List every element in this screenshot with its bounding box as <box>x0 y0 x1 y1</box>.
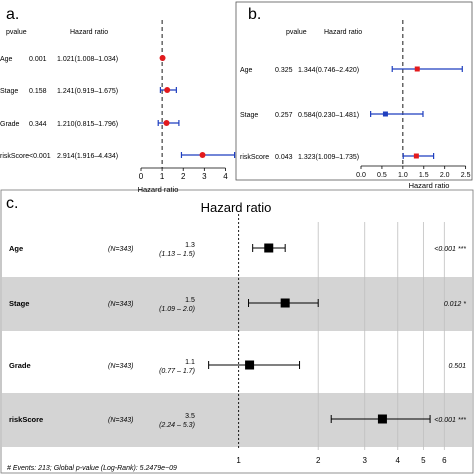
panel-c-p-label: <0.001 *** <box>434 417 466 424</box>
panel-a-point <box>163 120 170 126</box>
panel-a-row-label: Grade <box>0 121 20 128</box>
panel-a-pvalue: 0.344 <box>29 121 47 128</box>
panel-c-hr-value: 1.1 <box>185 359 195 366</box>
panel-c-row-band <box>2 277 472 331</box>
panel-c-point <box>377 414 387 424</box>
panel-b-xlabel: Hazard ratio <box>409 181 450 190</box>
panel-c-p-label: 0.501 <box>448 363 466 370</box>
panel-c-n-label: (N=343) <box>108 246 133 253</box>
panel-b-point <box>414 66 420 72</box>
panel-c-row-label: Stage <box>9 299 29 308</box>
panel-b-x-tick-label: 1.0 <box>398 172 408 179</box>
panel-b-x-tick-label: 0.0 <box>356 172 366 179</box>
panel-c-x-tick-label: 5 <box>421 456 426 465</box>
panel-c-x-tick-label: 2 <box>316 456 321 465</box>
panel-a-letter: a. <box>6 6 19 23</box>
panel-c-frame <box>0 189 474 474</box>
panel-c-ci-text: (1.09 – 2.0) <box>159 306 195 313</box>
panel-b-letter: b. <box>248 6 261 23</box>
panel-a-point <box>159 55 166 61</box>
panel-a-x-tick-label: 3 <box>202 172 207 181</box>
panel-a-pvalue: 0.001 <box>29 56 47 63</box>
panel-a-x-tick-label: 0 <box>139 172 144 181</box>
panel-b-x-tick-label: 2.0 <box>440 172 450 179</box>
panel-a-hr-text: 2.914(1.916–4.434) <box>57 153 118 160</box>
panel-b-x-tick-label: 1.5 <box>419 172 429 179</box>
panel-a-row-label: Stage <box>0 88 18 95</box>
panel-c-x-tick-label: 4 <box>396 456 401 465</box>
panel-c-row-band <box>2 393 472 447</box>
panel-c-point <box>245 360 255 370</box>
panel-c-letter: c. <box>6 195 18 212</box>
panel-c-n-label: (N=343) <box>108 363 133 370</box>
panel-c-ci-text: (1.13 – 1.5) <box>159 251 195 258</box>
panel-b-pvalue: 0.257 <box>275 112 293 119</box>
panel-c-point <box>264 243 274 253</box>
panel-b-x-tick-label: 0.5 <box>377 172 387 179</box>
panel-b-row-label: Age <box>240 67 253 74</box>
panel-b-point <box>382 111 388 117</box>
panel-a-x-tick-label: 1 <box>160 172 165 181</box>
panel-c-hr-value: 3.5 <box>185 413 195 420</box>
panel-b-hr-text: 1.323(1.009–1.735) <box>298 154 359 161</box>
panel-a-hr-text: 1.021(1.008–1.034) <box>57 56 118 63</box>
panel-c-x-tick-label: 3 <box>363 456 368 465</box>
panel-c-p-label: 0.012 * <box>444 301 466 308</box>
panel-b-row-label: riskScore <box>240 154 269 161</box>
panel-b-row-label: Stage <box>240 112 258 119</box>
panel-a-row-label: riskScore <box>0 153 29 160</box>
panel-c-row-label: Grade <box>9 361 31 370</box>
panel-a-pvalue: 0.158 <box>29 88 47 95</box>
panel-c-footnote: # Events: 213; Global p-value (Log-Rank)… <box>7 465 177 472</box>
panel-c-x-tick-label: 1 <box>236 456 241 465</box>
panel-b-pvalue-header: pvalue <box>286 29 307 36</box>
panel-a-pvalue: <0.001 <box>29 153 51 160</box>
panel-b-hr-header: Hazard ratio <box>324 29 362 36</box>
panel-a-hr-header: Hazard ratio <box>70 29 108 36</box>
panel-b-frame <box>235 1 473 181</box>
panel-a-x-tick-label: 2 <box>181 172 186 181</box>
panel-c-row-label: riskScore <box>9 415 43 424</box>
panel-c-hr-value: 1.3 <box>185 242 195 249</box>
panel-c-point <box>280 298 290 308</box>
panel-c-ci-text: (0.77 – 1.7) <box>159 368 195 375</box>
panel-a-xlabel: Hazard ratio <box>138 185 179 194</box>
panel-a-hr-text: 1.241(0.919–1.675) <box>57 88 118 95</box>
panel-c-hr-value: 1.5 <box>185 297 195 304</box>
panel-c-x-tick-label: 6 <box>442 456 447 465</box>
panel-a-x-tick-label: 4 <box>223 172 228 181</box>
panel-a-hr-text: 1.210(0.815–1.796) <box>57 121 118 128</box>
panel-c-row-label: Age <box>9 244 23 253</box>
panel-b-pvalue: 0.043 <box>275 154 293 161</box>
panel-c-n-label: (N=343) <box>108 301 133 308</box>
panel-c-n-label: (N=343) <box>108 417 133 424</box>
panel-c-ci-text: (2.24 – 5.3) <box>159 422 195 429</box>
panel-b-x-tick-label: 2.5 <box>461 172 471 179</box>
panel-a-row-label: Age <box>0 56 13 63</box>
panel-b-hr-text: 0.584(0.230–1.481) <box>298 112 359 119</box>
panel-b-pvalue: 0.325 <box>275 67 293 74</box>
panel-c-p-label: <0.001 *** <box>434 246 466 253</box>
panel-a-pvalue-header: pvalue <box>6 29 27 36</box>
panel-a-point <box>164 87 171 93</box>
panel-b-point <box>413 153 419 159</box>
panel-c-title: Hazard ratio <box>201 200 272 215</box>
panel-a-point <box>199 152 206 158</box>
panel-b-hr-text: 1.344(0.746–2.420) <box>298 67 359 74</box>
